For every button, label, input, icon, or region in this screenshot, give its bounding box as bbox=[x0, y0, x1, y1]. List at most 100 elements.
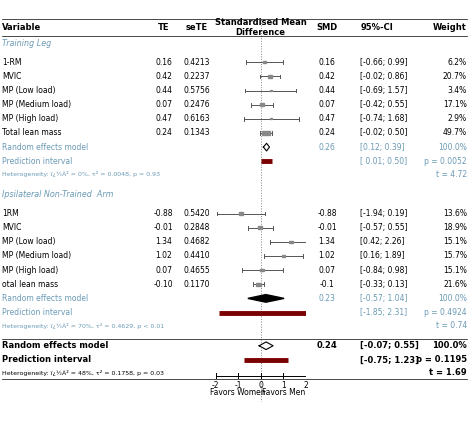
Text: 0: 0 bbox=[258, 380, 263, 390]
Text: 0.24: 0.24 bbox=[317, 341, 337, 350]
Text: [-0.42; 0.55]: [-0.42; 0.55] bbox=[360, 100, 408, 109]
Text: 0.24: 0.24 bbox=[155, 128, 172, 137]
Text: Favors Women: Favors Women bbox=[210, 388, 266, 397]
Text: 0.24: 0.24 bbox=[319, 128, 336, 137]
Text: 0.2848: 0.2848 bbox=[183, 223, 210, 232]
Text: Training Leg: Training Leg bbox=[2, 39, 52, 48]
Bar bbox=[268, 75, 272, 78]
Text: 15.1%: 15.1% bbox=[443, 266, 467, 275]
Text: [-0.57; 1.04]: [-0.57; 1.04] bbox=[360, 294, 408, 303]
Text: MP (Medium load): MP (Medium load) bbox=[2, 252, 72, 261]
Text: MVIC: MVIC bbox=[2, 223, 22, 232]
Text: 15.1%: 15.1% bbox=[443, 237, 467, 246]
Text: MP (Medium load): MP (Medium load) bbox=[2, 100, 72, 109]
Text: 1RM: 1RM bbox=[2, 209, 19, 218]
Text: [0.16; 1.89]: [0.16; 1.89] bbox=[360, 252, 405, 261]
Text: -0.88: -0.88 bbox=[154, 209, 173, 218]
Polygon shape bbox=[264, 143, 270, 151]
Text: MP (Low load): MP (Low load) bbox=[2, 86, 56, 95]
Text: Favors Men: Favors Men bbox=[262, 388, 305, 397]
Text: Heterogeneity: ï¿½Â² = 70%, τ² = 0.4629, p < 0.01: Heterogeneity: ï¿½Â² = 70%, τ² = 0.4629,… bbox=[2, 323, 164, 329]
Text: -2: -2 bbox=[212, 380, 219, 390]
Text: Prediction interval: Prediction interval bbox=[2, 308, 73, 317]
Text: 0.1170: 0.1170 bbox=[183, 280, 210, 289]
Text: [0.12; 0.39]: [0.12; 0.39] bbox=[360, 143, 405, 152]
Text: 20.7%: 20.7% bbox=[443, 72, 467, 81]
Text: Prediction interval: Prediction interval bbox=[2, 355, 91, 364]
Text: 0.07: 0.07 bbox=[319, 100, 336, 109]
Text: [-0.07; 0.55]: [-0.07; 0.55] bbox=[360, 341, 419, 350]
Text: [-0.84; 0.98]: [-0.84; 0.98] bbox=[360, 266, 408, 275]
Text: 0.47: 0.47 bbox=[155, 114, 172, 123]
Text: [-0.74; 1.68]: [-0.74; 1.68] bbox=[360, 114, 408, 123]
Bar bbox=[256, 283, 261, 286]
Text: 100.0%: 100.0% bbox=[432, 341, 467, 350]
Text: 0.16: 0.16 bbox=[319, 58, 336, 67]
Text: SMD: SMD bbox=[317, 23, 337, 32]
Text: Heterogeneity: ï¿½Â² = 0%, τ² = 0.0048, p = 0.93: Heterogeneity: ï¿½Â² = 0%, τ² = 0.0048, … bbox=[2, 171, 161, 177]
Text: 0.26: 0.26 bbox=[319, 143, 336, 152]
Text: 0.44: 0.44 bbox=[319, 86, 336, 95]
Text: MP (High load): MP (High load) bbox=[2, 114, 59, 123]
Text: 0.1343: 0.1343 bbox=[183, 128, 210, 137]
Text: Variable: Variable bbox=[2, 23, 42, 32]
Text: p = 0.0052: p = 0.0052 bbox=[424, 157, 467, 166]
Text: Weight: Weight bbox=[433, 23, 467, 32]
Text: [-0.57; 0.55]: [-0.57; 0.55] bbox=[360, 223, 408, 232]
Text: Standardised Mean
Difference: Standardised Mean Difference bbox=[215, 18, 307, 37]
Text: Random effects model: Random effects model bbox=[2, 341, 109, 350]
Bar bbox=[262, 130, 270, 135]
Text: seTE: seTE bbox=[186, 23, 208, 32]
Text: 0.47: 0.47 bbox=[319, 114, 336, 123]
Text: 1.34: 1.34 bbox=[155, 237, 172, 246]
Text: 1.02: 1.02 bbox=[319, 252, 336, 261]
Text: -0.01: -0.01 bbox=[154, 223, 173, 232]
Text: 0.42: 0.42 bbox=[319, 72, 336, 81]
Text: [-0.33; 0.13]: [-0.33; 0.13] bbox=[360, 280, 408, 289]
Text: 0.07: 0.07 bbox=[155, 100, 172, 109]
Text: 0.5420: 0.5420 bbox=[183, 209, 210, 218]
Text: -0.01: -0.01 bbox=[317, 223, 337, 232]
Text: 0.42: 0.42 bbox=[155, 72, 172, 81]
Text: 1.02: 1.02 bbox=[155, 252, 172, 261]
Text: p = 0.4924: p = 0.4924 bbox=[424, 308, 467, 317]
Text: 0.2476: 0.2476 bbox=[183, 100, 210, 109]
Text: [-0.66; 0.99]: [-0.66; 0.99] bbox=[360, 58, 408, 67]
Text: 100.0%: 100.0% bbox=[438, 143, 467, 152]
Text: 0.16: 0.16 bbox=[155, 58, 172, 67]
Text: 49.7%: 49.7% bbox=[443, 128, 467, 137]
Text: 1: 1 bbox=[281, 380, 286, 390]
Text: 2.9%: 2.9% bbox=[448, 114, 467, 123]
Text: Prediction interval: Prediction interval bbox=[2, 157, 73, 166]
Text: 13.6%: 13.6% bbox=[443, 209, 467, 218]
Text: 0.07: 0.07 bbox=[155, 266, 172, 275]
Bar bbox=[239, 212, 243, 215]
Bar bbox=[258, 227, 263, 229]
Text: 0.4410: 0.4410 bbox=[183, 252, 210, 261]
Text: 1-RM: 1-RM bbox=[2, 58, 22, 67]
Text: Random effects model: Random effects model bbox=[2, 143, 89, 152]
Bar bbox=[282, 255, 285, 257]
Text: 0.4682: 0.4682 bbox=[183, 237, 210, 246]
Bar bbox=[270, 90, 272, 91]
Text: [-0.75; 1.23]: [-0.75; 1.23] bbox=[360, 355, 419, 364]
Text: 6.2%: 6.2% bbox=[448, 58, 467, 67]
Bar bbox=[270, 118, 273, 119]
Text: t = 4.72: t = 4.72 bbox=[436, 170, 467, 179]
Text: -0.1: -0.1 bbox=[319, 280, 335, 289]
Text: 15.7%: 15.7% bbox=[443, 252, 467, 261]
Text: 0.4655: 0.4655 bbox=[183, 266, 210, 275]
Text: 0.23: 0.23 bbox=[319, 294, 336, 303]
Bar bbox=[289, 241, 292, 243]
Text: Total lean mass: Total lean mass bbox=[2, 128, 62, 137]
Text: 18.9%: 18.9% bbox=[443, 223, 467, 232]
Text: [ 0.01; 0.50]: [ 0.01; 0.50] bbox=[360, 157, 407, 166]
Text: -1: -1 bbox=[235, 380, 242, 390]
Text: 3.4%: 3.4% bbox=[447, 86, 467, 95]
Polygon shape bbox=[259, 342, 273, 350]
Text: -0.88: -0.88 bbox=[317, 209, 337, 218]
Text: MVIC: MVIC bbox=[2, 72, 22, 81]
Text: 0.5756: 0.5756 bbox=[183, 86, 210, 95]
Text: [-1.85; 2.31]: [-1.85; 2.31] bbox=[360, 308, 407, 317]
Text: 17.1%: 17.1% bbox=[443, 100, 467, 109]
